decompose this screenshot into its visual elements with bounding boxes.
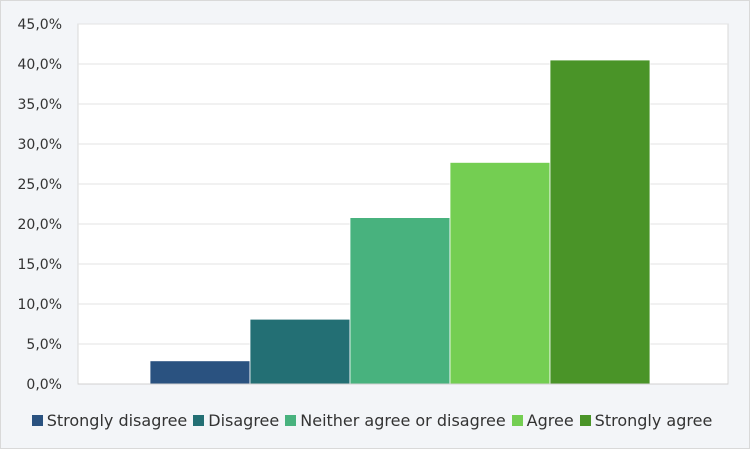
legend-swatch xyxy=(285,415,297,426)
legend-swatch xyxy=(31,415,43,426)
legend-label: Disagree xyxy=(208,411,280,430)
legend-label: Strongly agree xyxy=(594,411,713,430)
y-tick-label: 10,0% xyxy=(18,297,62,313)
legend: Strongly disagree Disagree Neither agree o… xyxy=(1,411,749,430)
bar-strongly-disagree xyxy=(149,360,251,385)
y-tick-label: 5,0% xyxy=(26,337,62,353)
bars xyxy=(149,59,651,385)
y-tick-label: 35,0% xyxy=(18,97,62,113)
legend-label: Neither agree or disagree xyxy=(300,411,506,430)
legend-swatch xyxy=(193,415,205,426)
y-axis-ticks: 0,0% 5,0% 10,0% 15,0% 20,0% 25,0% 30,0% 35,0% 40… xyxy=(18,17,62,393)
y-tick-label: 40,0% xyxy=(18,57,62,73)
y-tick-label: 45,0% xyxy=(18,17,62,33)
bar-agree xyxy=(449,161,551,385)
legend-item: Disagree xyxy=(193,411,279,430)
y-tick-label: 25,0% xyxy=(18,177,62,193)
bar-strongly-agree xyxy=(549,59,651,385)
legend-item: Agree xyxy=(511,411,574,430)
bar-disagree xyxy=(249,318,351,385)
legend-swatch xyxy=(579,415,591,426)
y-tick-label: 20,0% xyxy=(18,217,62,233)
legend-label: Strongly disagree xyxy=(46,411,188,430)
legend-label: Agree xyxy=(526,411,574,430)
legend-item: Strongly disagree xyxy=(31,411,188,430)
bar-chart: 0,0% 5,0% 10,0% 15,0% 20,0% 25,0% 30,0% 35,0% 40… xyxy=(18,17,729,393)
y-tick-label: 0,0% xyxy=(26,377,62,393)
legend-item: Strongly agree xyxy=(579,411,713,430)
legend-swatch xyxy=(511,415,523,426)
bar-neither-agree-or-disagree xyxy=(349,217,451,385)
y-tick-label: 15,0% xyxy=(18,257,62,273)
legend-item: Neither agree or disagree xyxy=(285,411,506,430)
y-tick-label: 30,0% xyxy=(18,137,62,153)
